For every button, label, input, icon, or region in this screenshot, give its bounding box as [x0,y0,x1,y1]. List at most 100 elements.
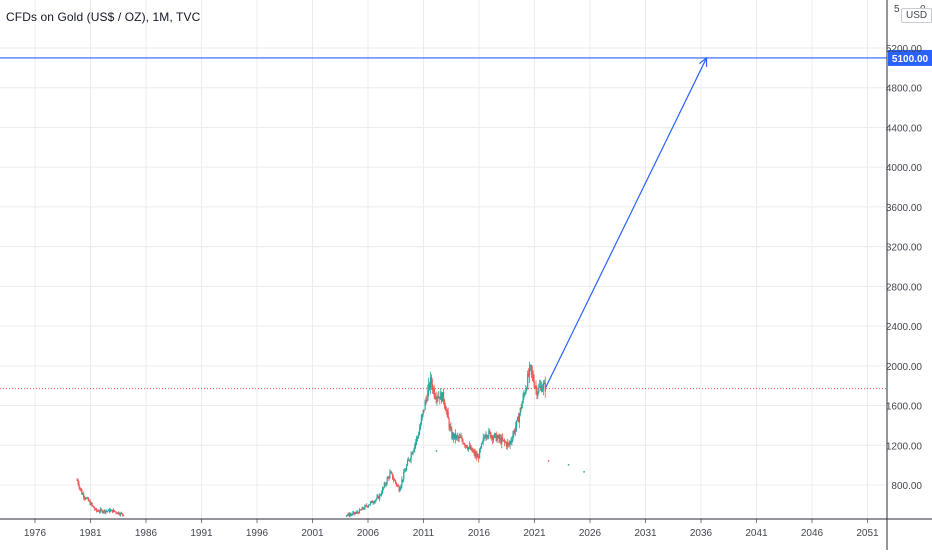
candle [516,420,518,432]
candle [479,448,481,459]
candle [121,511,123,514]
candle [401,476,403,489]
candle [425,396,427,406]
candle [347,512,349,516]
candle [516,416,519,422]
candle [520,404,522,412]
candle [112,508,114,513]
candle [444,402,447,411]
candle [493,432,496,439]
candle [115,511,117,515]
candle [107,510,109,513]
price-tick-label: 4000.00 [886,163,923,174]
candle [417,435,419,442]
year-tick-label: 2006 [357,528,380,539]
candle [402,479,404,483]
candle [385,482,387,488]
year-tick-label: 1991 [190,528,213,539]
candle [442,388,445,405]
candle [364,504,366,510]
year-tick-label: 1986 [135,528,158,539]
price-tick-label: 2400.00 [886,322,923,333]
candle [441,391,443,404]
candle [534,385,536,390]
candle [381,490,383,497]
symbol-title[interactable]: CFDs on Gold (US$ / OZ), 1M, TVC [6,10,201,24]
candle [456,432,459,441]
drawings[interactable]: 5100.00 [0,49,932,390]
candle [508,439,510,447]
candle [90,501,92,506]
candle [404,468,406,473]
candle [390,470,392,474]
candle [484,433,486,439]
candle [375,498,377,503]
candle [384,481,386,487]
candle [394,479,397,485]
candle [522,392,524,405]
candle [515,421,517,436]
candle [542,380,545,396]
candle [431,378,434,394]
candle [368,504,371,506]
candle [455,434,458,441]
candle [476,450,478,461]
candle [529,361,531,384]
candle [538,383,540,394]
candle [541,383,544,393]
candle [451,426,453,440]
candle [509,440,511,449]
candle [412,450,414,456]
candle [104,509,106,514]
year-tick-label: 2001 [301,528,324,539]
year-tick-label: 2041 [745,528,768,539]
currency-badge[interactable]: USD [901,8,932,23]
candle [479,446,482,453]
candle [533,374,535,389]
candle [406,458,409,467]
year-tick-label: 2051 [856,528,879,539]
candle [85,496,87,501]
candle [80,488,82,492]
candle [374,499,376,505]
candle [395,481,398,487]
candle [109,508,112,513]
candle [486,434,488,441]
candle [380,493,382,496]
trend-arrow-line[interactable] [545,57,708,388]
candle [105,510,107,515]
candle [432,385,435,395]
candle [511,436,513,446]
price-tick-label: 3600.00 [886,203,923,214]
candle [370,500,373,504]
candle [517,412,520,423]
candle [452,431,454,441]
candle [411,451,413,455]
candle [458,432,460,442]
candle [467,446,470,452]
candle [403,468,405,483]
candle [381,486,384,495]
candle [424,399,426,411]
candle [354,511,356,516]
candle [465,444,467,449]
candle [357,511,360,515]
candle [446,408,448,417]
price-tick-label: 1200.00 [886,441,923,452]
candle [391,470,393,475]
candle [345,515,348,518]
candle [360,508,362,511]
candle [367,505,369,508]
candle [467,444,469,451]
candle [356,510,359,515]
candle [422,409,424,417]
level-price-label: 5100.00 [888,49,932,66]
candle [527,370,529,390]
candle [81,488,83,495]
candle [469,443,472,451]
candle [529,364,532,372]
candle [454,433,456,440]
candle [485,431,487,441]
